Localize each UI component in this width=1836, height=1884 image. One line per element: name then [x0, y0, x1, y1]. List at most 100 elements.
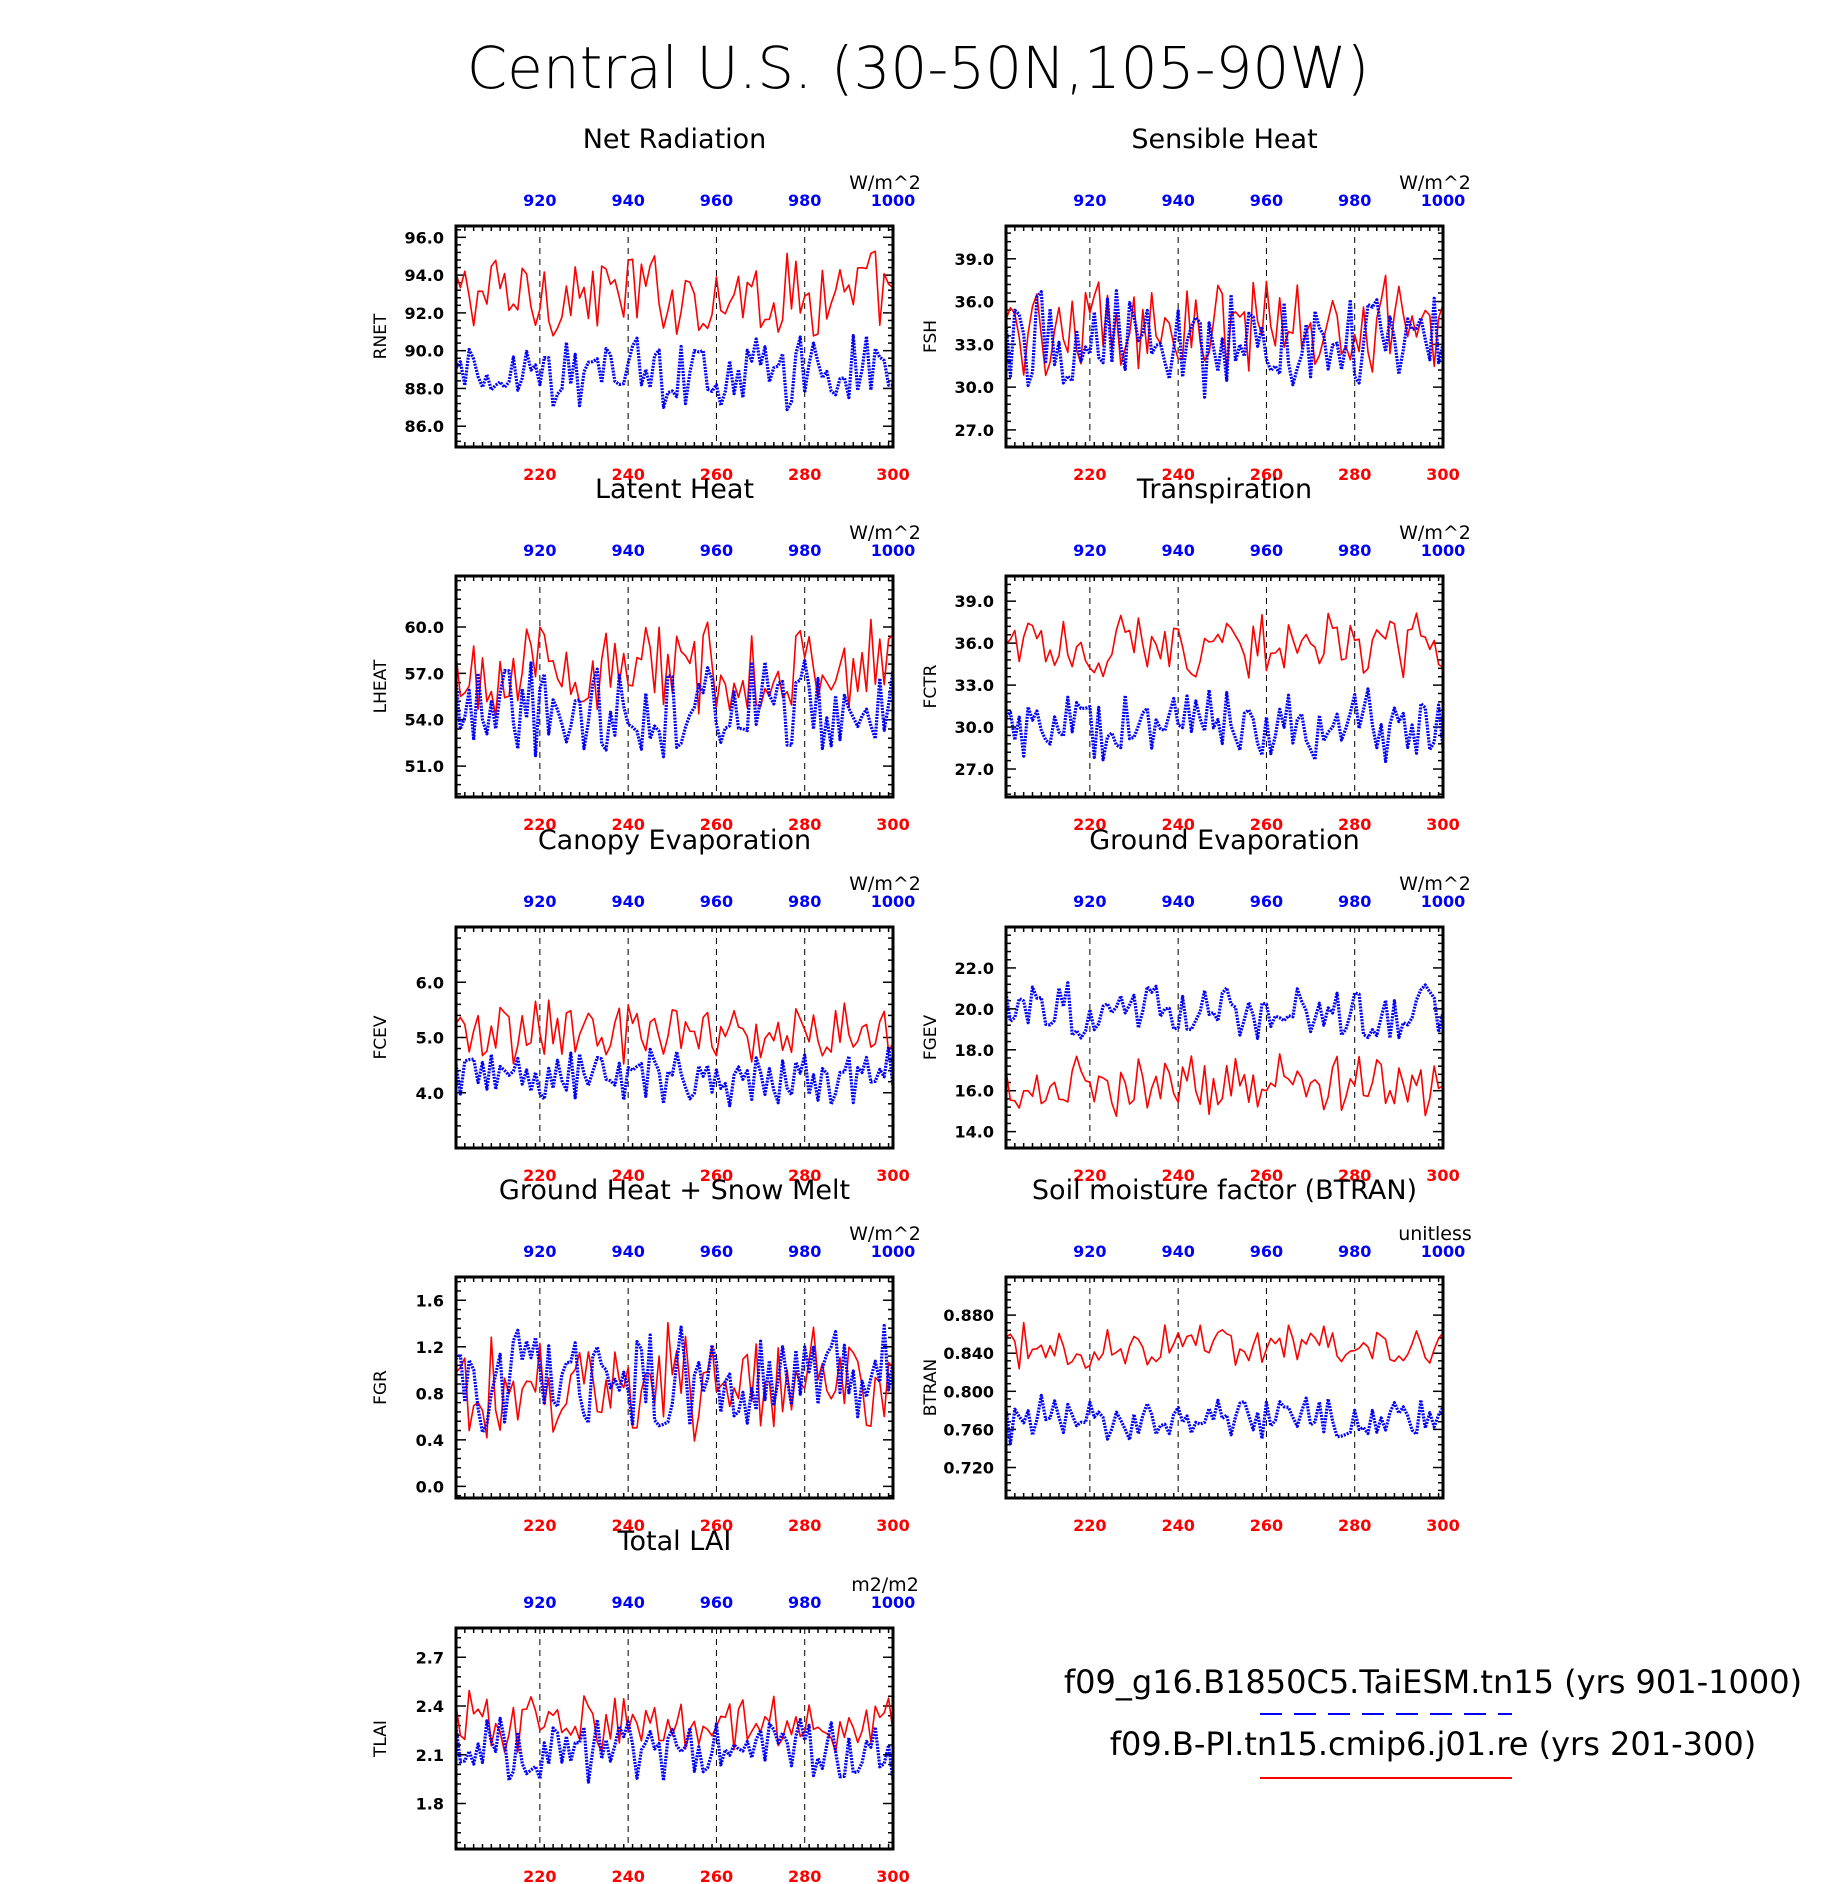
y-tick-label: 88.0 [405, 379, 444, 398]
y-tick-label: 22.0 [955, 959, 994, 978]
y-tick-label: 18.0 [955, 1041, 994, 1060]
x-top-tick-label: 1000 [1421, 541, 1466, 560]
y-tick-label: 1.8 [416, 1795, 444, 1814]
panel-lheat: Latent Heat W/m^2 LHEAT 51.0 54.0 57.0 60.0 220… [371, 474, 921, 834]
y-tick-label: 39.0 [955, 250, 994, 269]
series-blue-line [1004, 981, 1445, 1041]
y-tick-label: 36.0 [955, 634, 994, 653]
panel-title: Sensible Heat [1131, 124, 1317, 155]
x-bottom-tick-label: 300 [1426, 1166, 1459, 1185]
x-bottom-tick-label: 280 [788, 1166, 821, 1185]
x-bottom-tick-label: 220 [523, 1867, 556, 1884]
series-red-line [1005, 1053, 1444, 1118]
y-tick-label: 27.0 [955, 421, 994, 440]
plot-frame [454, 1275, 895, 1500]
x-top-tick-label: 940 [1161, 1242, 1194, 1261]
y-tick-label: 6.0 [416, 973, 444, 992]
y-tick-label: 1.6 [416, 1291, 444, 1310]
x-top-tick-label: 980 [1338, 191, 1371, 210]
y-tick-label: 1.2 [416, 1338, 444, 1357]
x-bottom-tick-label: 260 [700, 1516, 733, 1535]
legend-entry-blue-label: f09_g16.B1850C5.TaiESM.tn15 (yrs 901-100… [1064, 1663, 1802, 1701]
y-tick-label: 0.880 [943, 1306, 994, 1325]
y-tick-label: 5.0 [416, 1029, 444, 1048]
x-bottom-tick-label: 280 [788, 465, 821, 484]
x-bottom-tick-label: 240 [1161, 465, 1194, 484]
x-top-tick-label: 980 [1338, 892, 1371, 911]
x-bottom-tick-label: 280 [1338, 815, 1371, 834]
x-bottom-tick-label: 300 [876, 1516, 909, 1535]
y-tick-label: 57.0 [405, 664, 444, 683]
x-top-tick-label: 960 [700, 191, 733, 210]
x-top-tick-label: 980 [788, 1242, 821, 1261]
y-tick-label: 2.4 [416, 1697, 444, 1716]
series-blue-line [1004, 687, 1445, 764]
plot-frame [454, 574, 895, 799]
x-top-tick-label: 980 [1338, 541, 1371, 560]
x-bottom-tick-label: 220 [523, 465, 556, 484]
legend: f09_g16.B1850C5.TaiESM.tn15 (yrs 901-100… [1064, 1663, 1802, 1779]
x-bottom-tick-label: 300 [876, 465, 909, 484]
x-top-tick-label: 940 [611, 191, 644, 210]
panels: Net Radiation W/m^2 RNET 86.0 88.0 90.0 92.0 94… [371, 124, 1472, 1884]
y-tick-label: 39.0 [955, 592, 994, 611]
y-axis-label: FSH [921, 320, 941, 353]
y-tick-label: 33.0 [955, 335, 994, 354]
y-axis-label: FCTR [921, 664, 941, 708]
series-blue-line [454, 1716, 895, 1784]
y-tick-label: 0.8 [416, 1384, 444, 1403]
x-top-tick-label: 1000 [1421, 892, 1466, 911]
series-red-line [455, 250, 894, 337]
y-tick-label: 0.720 [943, 1459, 994, 1478]
x-bottom-tick-label: 220 [1073, 1516, 1106, 1535]
series-blue-line [1004, 289, 1445, 399]
x-top-tick-label: 980 [788, 541, 821, 560]
x-bottom-tick-label: 220 [523, 1166, 556, 1185]
x-bottom-tick-label: 260 [700, 815, 733, 834]
y-tick-label: 36.0 [955, 293, 994, 312]
x-top-tick-label: 940 [1161, 892, 1194, 911]
series-red-line [455, 1689, 894, 1753]
x-bottom-tick-label: 220 [523, 1516, 556, 1535]
y-tick-label: 0.840 [943, 1344, 994, 1363]
series-red-line [1005, 612, 1444, 679]
x-bottom-tick-label: 260 [1250, 1516, 1283, 1535]
x-bottom-tick-label: 220 [1073, 1166, 1106, 1185]
y-tick-label: 16.0 [955, 1082, 994, 1101]
x-top-tick-label: 980 [788, 191, 821, 210]
y-axis-label: BTRAN [921, 1359, 941, 1417]
plot-frame [1004, 925, 1445, 1150]
y-tick-label: 51.0 [405, 757, 444, 776]
x-bottom-tick-label: 260 [700, 1867, 733, 1884]
x-top-tick-label: 920 [523, 1593, 556, 1612]
x-top-tick-label: 960 [1250, 541, 1283, 560]
units-label: m2/m2 [851, 1574, 919, 1596]
x-top-tick-label: 980 [788, 892, 821, 911]
series-blue-line [1004, 1393, 1445, 1446]
series-red-line [455, 618, 894, 718]
units-label: W/m^2 [849, 172, 921, 194]
x-top-tick-label: 1000 [871, 191, 916, 210]
series-blue-line [454, 1045, 895, 1108]
panel-title: Net Radiation [583, 124, 767, 155]
x-top-tick-label: 920 [523, 1242, 556, 1261]
y-tick-label: 14.0 [955, 1123, 994, 1142]
figure-title: Central U.S. (30-50N,105-90W) [467, 34, 1370, 102]
series-blue-line [454, 1323, 895, 1434]
panel-fsh: Sensible Heat W/m^2 FSH 27.0 30.0 33.0 36.0 39.… [921, 124, 1471, 484]
x-top-tick-label: 960 [700, 892, 733, 911]
y-tick-label: 27.0 [955, 760, 994, 779]
plot-frame [1004, 1275, 1445, 1500]
x-bottom-tick-label: 220 [1073, 815, 1106, 834]
x-bottom-tick-label: 280 [788, 1516, 821, 1535]
plot-frame [1004, 574, 1445, 799]
x-bottom-tick-label: 240 [1161, 1516, 1194, 1535]
panel-title: Canopy Evaporation [538, 825, 811, 856]
series-red-line [1005, 274, 1444, 377]
y-tick-label: 96.0 [405, 228, 444, 247]
x-bottom-tick-label: 260 [1250, 1166, 1283, 1185]
x-top-tick-label: 940 [1161, 541, 1194, 560]
x-bottom-tick-label: 280 [1338, 1166, 1371, 1185]
units-label: W/m^2 [1399, 172, 1471, 194]
x-bottom-tick-label: 240 [611, 1166, 644, 1185]
